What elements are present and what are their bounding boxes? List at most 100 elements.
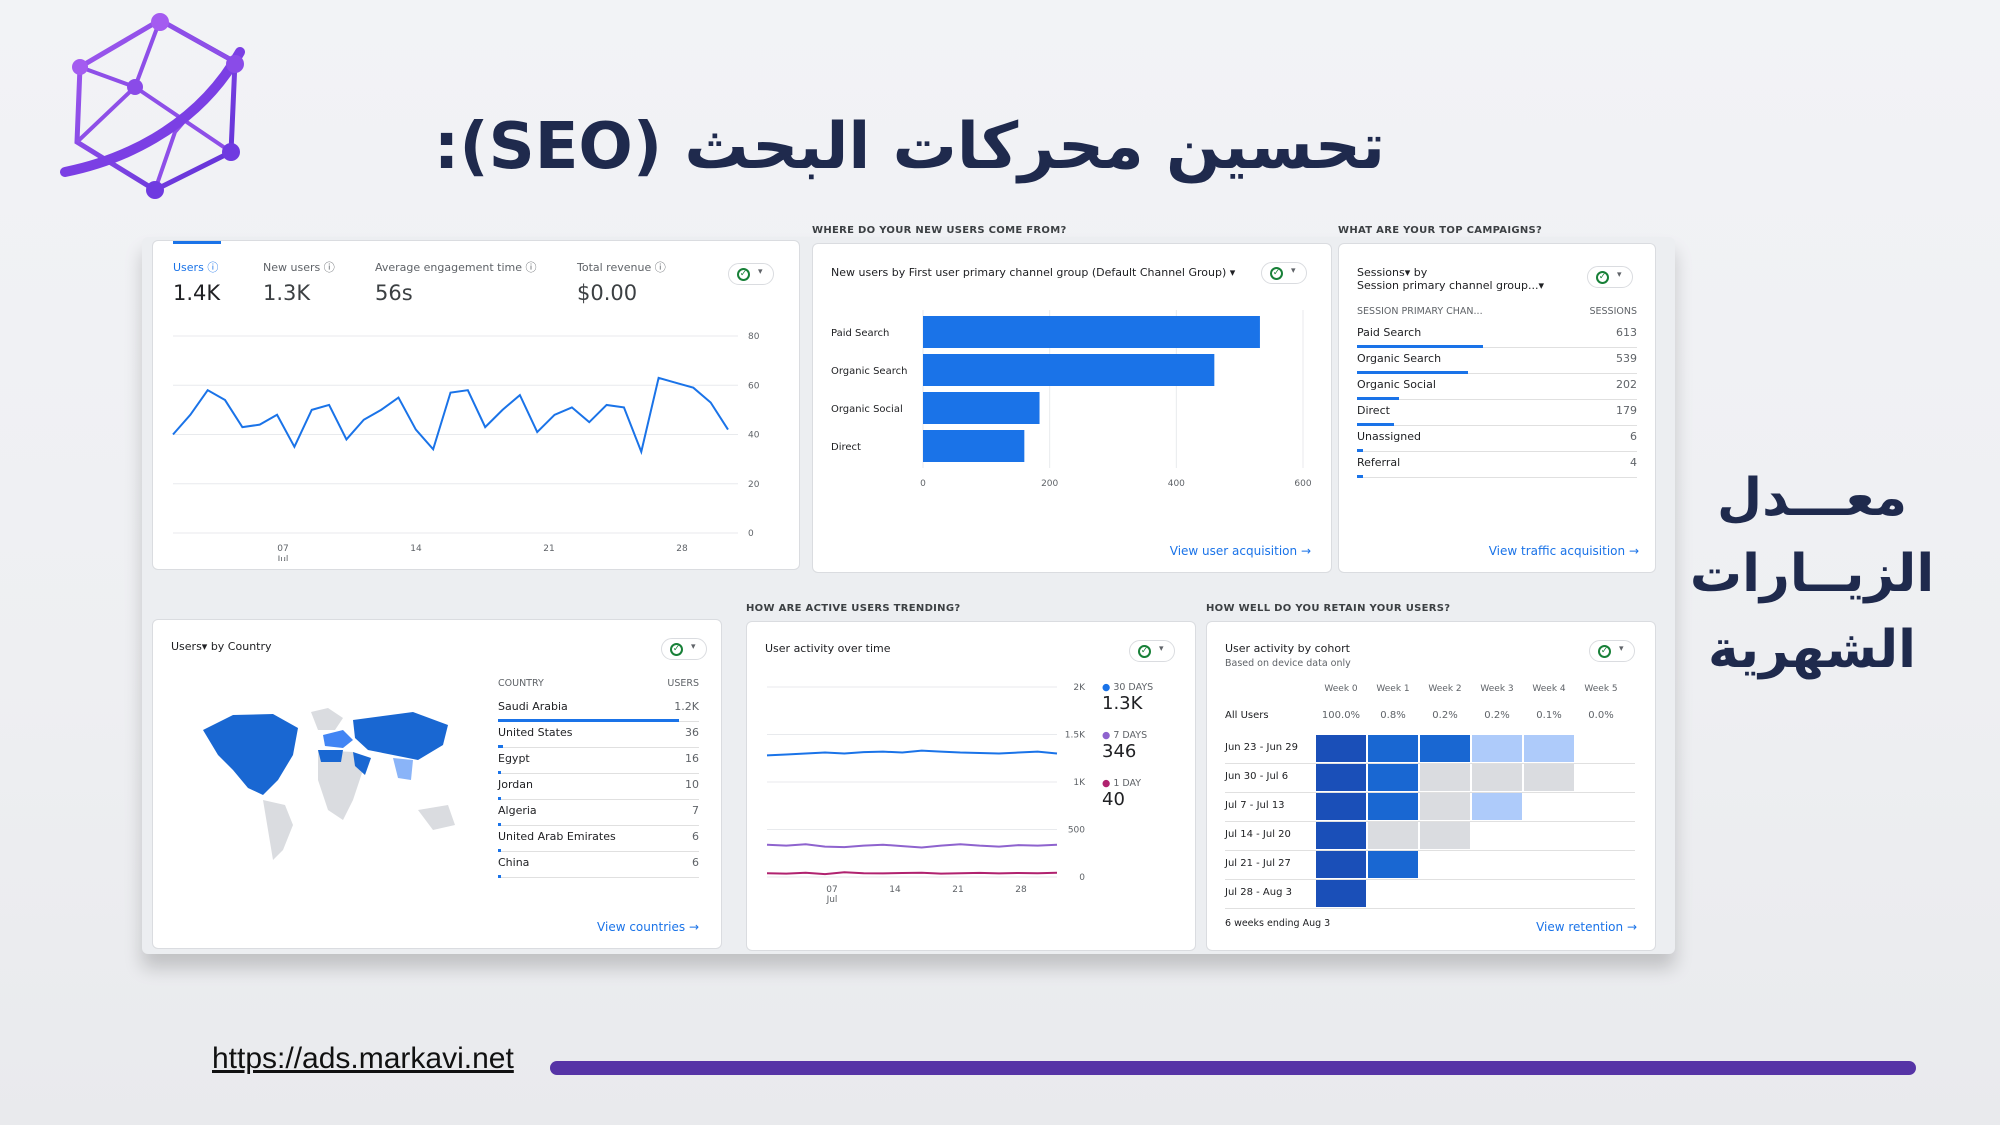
row-value: 10: [685, 778, 699, 791]
section-title: WHAT ARE YOUR TOP CAMPAIGNS?: [1338, 225, 1543, 236]
status-check-button[interactable]: ✓ ▾: [1261, 262, 1307, 284]
row-value: 539: [1616, 352, 1637, 365]
cohort-row-label: All Users: [1225, 710, 1269, 721]
view-user-acquisition-link[interactable]: View user acquisition →: [1170, 544, 1311, 558]
bar: [923, 430, 1025, 462]
legend-value: 1.3K: [1102, 693, 1143, 714]
table-row[interactable]: Direct 179: [1357, 400, 1637, 426]
table-row[interactable]: Algeria 7: [498, 800, 699, 826]
bar: [923, 316, 1260, 348]
status-check-button[interactable]: ✓ ▾: [661, 638, 707, 660]
row-divider: [1225, 879, 1635, 880]
x-tick-label: 07: [826, 885, 837, 895]
cohort-cell: [1368, 851, 1418, 878]
title-line: Session primary channel group...▾: [1357, 279, 1544, 292]
dropdown-icon: ▾: [1619, 644, 1624, 654]
cohort-cell: [1368, 764, 1418, 791]
metric-value: 56s: [375, 281, 413, 305]
x-tick-label: 07: [277, 544, 288, 554]
table-row[interactable]: Saudi Arabia 1.2K: [498, 696, 699, 722]
row-divider: [1225, 763, 1635, 764]
x-tick-label: 21: [543, 544, 554, 554]
table-row[interactable]: Referral 4: [1357, 452, 1637, 478]
cohort-row-label: Jun 30 - Jul 6: [1225, 771, 1289, 782]
view-traffic-acquisition-link[interactable]: View traffic acquisition →: [1489, 544, 1639, 558]
bar-category-label: Organic Search: [831, 366, 907, 377]
country-table: Saudi Arabia 1.2K United States 36 Egypt 16 Jo…: [498, 696, 699, 886]
x-tick-label: 14: [889, 885, 901, 895]
metric-engagement-time[interactable]: Average engagement time ⓘ 56s: [375, 259, 537, 305]
cohort-row-label: Jul 28 - Aug 3: [1225, 887, 1293, 898]
metric-total-revenue[interactable]: Total revenue ⓘ $0.00: [577, 259, 666, 305]
status-check-button[interactable]: ✓ ▾: [728, 263, 774, 285]
chart-title[interactable]: User activity over time: [765, 642, 891, 655]
y-tick-label: 500: [1068, 826, 1085, 836]
row-value: 179: [1616, 404, 1637, 417]
series-1-day: [766, 871, 1058, 876]
cohort-row-label: Jun 23 - Jun 29: [1225, 742, 1299, 753]
table-row[interactable]: Organic Social 202: [1357, 374, 1637, 400]
legend-item: ● 30 DAYS 1.3K: [1102, 682, 1154, 714]
caption-line: الشهرية: [1708, 620, 1916, 680]
side-caption: معـــدل الزيــارات الشهرية: [1682, 460, 1942, 688]
week-header: Week 1: [1376, 684, 1410, 694]
cohort-cell: [1524, 735, 1574, 762]
campaigns-card: Sessions▾ by Session primary channel gro…: [1338, 243, 1656, 573]
activity-card: User activity over time ✓ ▾ 2K 1.5K 1K 500 0 0…: [746, 621, 1196, 951]
users-series-line: [172, 376, 729, 456]
series-7-days: [766, 843, 1058, 849]
table-row[interactable]: Organic Search 539: [1357, 348, 1637, 374]
cohort-cell: [1524, 764, 1574, 791]
view-retention-link[interactable]: View retention →: [1536, 920, 1637, 934]
help-icon: ⓘ: [525, 261, 537, 274]
row-label: China: [498, 856, 530, 869]
dropdown-icon: ▾: [691, 642, 696, 652]
row-divider: [1225, 792, 1635, 793]
row-label: Referral: [1357, 456, 1401, 469]
x-tick-label: 600: [1294, 479, 1311, 489]
status-check-button[interactable]: ✓ ▾: [1587, 266, 1633, 288]
row-share-bar: [498, 797, 501, 800]
table-row[interactable]: United States 36: [498, 722, 699, 748]
status-check-button[interactable]: ✓ ▾: [1589, 640, 1635, 662]
metric-label: New users: [263, 261, 321, 274]
section-title: HOW WELL DO YOU RETAIN YOUR USERS?: [1206, 603, 1451, 614]
column-header: USERS: [667, 678, 699, 689]
chart-title[interactable]: New users by First user primary channel …: [831, 266, 1235, 279]
cohort-cell: [1368, 822, 1418, 849]
row-value: 4: [1630, 456, 1637, 469]
website-url-link[interactable]: https://ads.markavi.net: [212, 1042, 514, 1075]
brand-logo: [55, 12, 255, 202]
x-tick-label: 28: [1015, 885, 1027, 895]
cohort-footnote: 6 weeks ending Aug 3: [1225, 918, 1331, 929]
cohort-row-label: Jul 7 - Jul 13: [1225, 800, 1285, 811]
legend-label: 1 DAY: [1113, 778, 1142, 789]
row-share-bar: [1357, 371, 1468, 374]
status-check-button[interactable]: ✓ ▾: [1129, 640, 1175, 662]
metric-new-users[interactable]: New users ⓘ 1.3K: [263, 259, 335, 305]
cohort-cell: [1316, 764, 1366, 791]
row-value: 1.2K: [674, 700, 699, 713]
view-countries-link[interactable]: View countries →: [597, 920, 699, 934]
row-share-bar: [1357, 475, 1363, 478]
table-row[interactable]: Unassigned 6: [1357, 426, 1637, 452]
table-row[interactable]: Egypt 16: [498, 748, 699, 774]
cohort-cell: [1472, 764, 1522, 791]
cohort-title[interactable]: User activity by cohort: [1225, 642, 1350, 655]
legend-value: 346: [1102, 741, 1137, 762]
country-title[interactable]: Users▾ by Country: [171, 640, 272, 653]
table-row[interactable]: Paid Search 613: [1357, 322, 1637, 348]
cohort-cell: [1316, 793, 1366, 820]
all-users-value: 0.1%: [1536, 710, 1562, 721]
y-tick-label: 40: [748, 431, 760, 441]
row-value: 7: [692, 804, 699, 817]
metric-value: 1.4K: [173, 281, 221, 305]
country-card: Users▾ by Country ✓ ▾ COUNTRY USERS Saudi…: [152, 619, 722, 949]
metric-label: Average engagement time: [375, 261, 522, 274]
campaigns-title[interactable]: Sessions▾ by Session primary channel gro…: [1357, 266, 1544, 292]
table-row[interactable]: United Arab Emirates 6: [498, 826, 699, 852]
row-share-bar: [1357, 345, 1483, 348]
table-row[interactable]: China 6: [498, 852, 699, 878]
metric-users[interactable]: Users ⓘ 1.4K: [173, 259, 220, 305]
table-row[interactable]: Jordan 10: [498, 774, 699, 800]
